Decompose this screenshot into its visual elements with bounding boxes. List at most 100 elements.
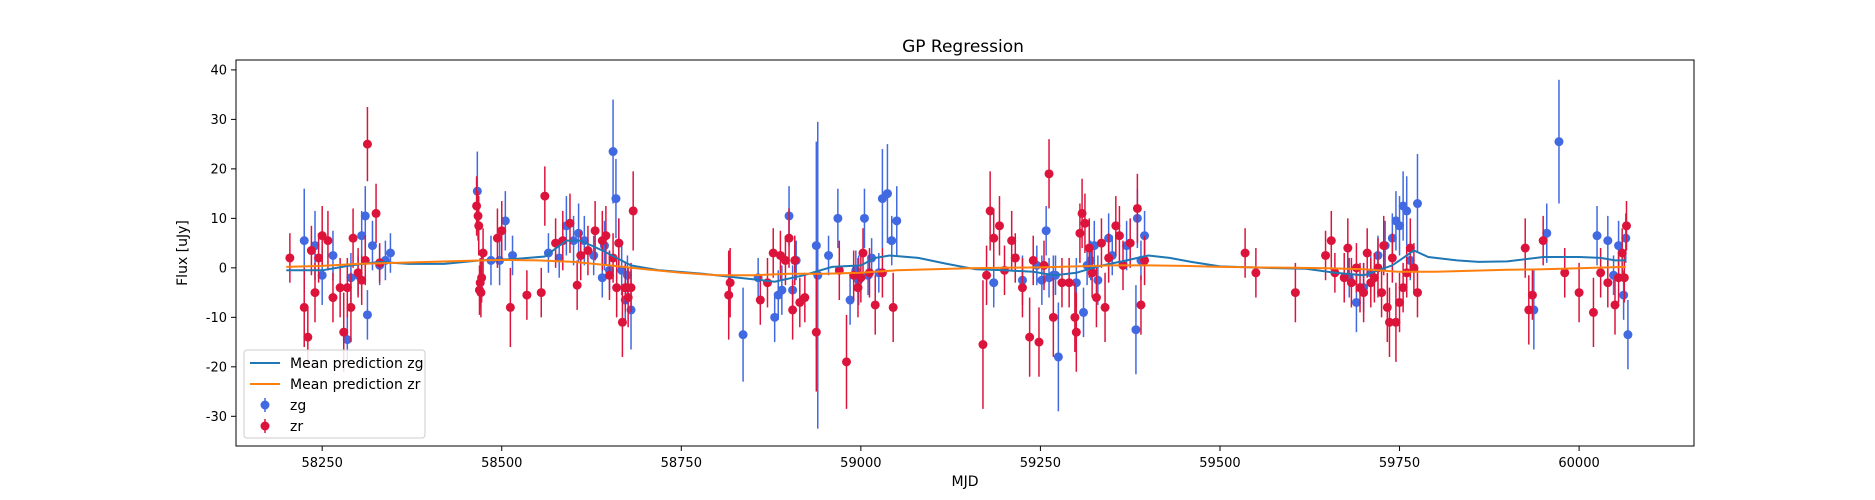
zr-data-point <box>994 221 1004 231</box>
zr-data-point <box>788 305 798 315</box>
zr-data-point <box>870 300 880 310</box>
zg-data-point <box>597 273 607 283</box>
zr-data-point <box>1136 300 1146 310</box>
x-tick-label: 59750 <box>1379 456 1420 471</box>
zg-data-point <box>1079 307 1089 317</box>
y-tick-label: -20 <box>206 360 227 375</box>
zr-data-point <box>1362 248 1372 258</box>
zr-data-point <box>1391 317 1401 327</box>
zr-data-point <box>1017 283 1027 293</box>
legend-entry-label: Mean prediction zr <box>290 377 421 393</box>
x-tick-label: 59250 <box>1020 456 1061 471</box>
zg-data-point <box>1412 199 1422 209</box>
zr-data-point <box>1034 337 1044 347</box>
zr-data-point <box>310 288 320 298</box>
x-tick-label: 60000 <box>1558 456 1599 471</box>
zr-data-point <box>985 206 995 216</box>
zr-data-point <box>790 255 800 265</box>
zr-data-point <box>1091 293 1101 303</box>
x-axis-label: MJD <box>952 474 979 490</box>
zr-data-point <box>590 226 600 236</box>
zr-data-point <box>1007 236 1017 246</box>
legend: Mean prediction zg Mean prediction zr zg zr <box>243 349 426 439</box>
zr-data-point <box>1538 236 1548 246</box>
zr-data-point <box>335 283 345 293</box>
zg-data-point <box>845 295 855 305</box>
zg-data-point <box>770 312 780 322</box>
zr-data-point <box>346 302 356 312</box>
zr-data-point <box>362 139 372 149</box>
zr-data-point <box>1384 317 1394 327</box>
zr-data-point <box>303 332 313 342</box>
zg-data-point <box>892 216 902 226</box>
zr-data-point <box>614 238 624 248</box>
zg-data-point <box>1351 297 1361 307</box>
zr-data-point <box>1057 278 1067 288</box>
zr-data-point <box>755 295 765 305</box>
zr-data-point <box>1114 231 1124 241</box>
zg-data-point <box>357 231 367 241</box>
zr-data-point <box>1382 302 1392 312</box>
zr-data-point <box>565 218 575 228</box>
zg-data-point <box>342 335 352 345</box>
y-tick-label: -30 <box>206 410 227 425</box>
zr-data-point <box>371 208 381 218</box>
legend-marker-handle <box>260 400 270 410</box>
zr-data-point <box>1075 228 1085 238</box>
zg-data-point <box>1093 275 1103 285</box>
zr-data-point <box>1240 248 1250 258</box>
zr-data-point <box>522 290 532 300</box>
zg-data-point <box>1395 221 1405 231</box>
zr-data-point <box>1025 332 1035 342</box>
zr-data-point <box>1412 288 1422 298</box>
zr-data-point <box>1379 241 1389 251</box>
zg-data-point <box>367 241 377 251</box>
legend-entry-label: zr <box>290 419 303 435</box>
zr-data-point <box>877 268 887 278</box>
zg-data-point <box>508 250 518 260</box>
zg-data-point <box>859 213 869 223</box>
zg-data-point <box>1554 137 1564 147</box>
zr-data-point <box>1610 300 1620 310</box>
zr-data-point <box>1346 278 1356 288</box>
zr-data-point <box>1132 203 1142 213</box>
zr-data-point <box>1395 297 1405 307</box>
zr-data-point <box>768 248 778 258</box>
zr-data-point <box>1596 268 1606 278</box>
zg-data-point <box>574 228 584 238</box>
zr-data-point <box>1140 255 1150 265</box>
zr-data-point <box>1377 288 1387 298</box>
plot-frame <box>235 59 1695 447</box>
y-axis-label: Flux [uJy] <box>175 220 191 286</box>
zr-data-point <box>342 283 352 293</box>
zg-data-point <box>882 189 892 199</box>
zr-data-point <box>576 250 586 260</box>
zg-data-point <box>500 216 510 226</box>
y-axis-ticks: -30 -20 -10 0 10 20 30 40 <box>206 63 236 425</box>
x-tick-label: 59000 <box>840 456 881 471</box>
zr-data-point <box>780 255 790 265</box>
zg-data-point <box>1131 325 1141 335</box>
zr-data-point <box>725 278 735 288</box>
zr-data-point <box>1339 273 1349 283</box>
zr-data-point <box>1321 250 1331 260</box>
zg-data-point <box>777 285 787 295</box>
zr-data-point <box>1251 268 1261 278</box>
y-tick-label: 40 <box>210 63 227 78</box>
plot-area <box>285 79 1633 429</box>
zg-data-point <box>1614 241 1624 251</box>
zr-data-point <box>323 236 333 246</box>
zg-data-point <box>824 250 834 260</box>
zr-data-point <box>1100 302 1110 312</box>
zr-data-point <box>1044 169 1054 179</box>
zr-data-point <box>858 248 868 258</box>
zr-data-point <box>1588 307 1598 317</box>
zr-data-point <box>299 302 309 312</box>
zr-data-point <box>1096 238 1106 248</box>
zr-data-point <box>604 270 614 280</box>
zr-data-point <box>1290 288 1300 298</box>
zr-data-point <box>1343 243 1353 253</box>
zr-data-point <box>572 280 582 290</box>
zr-data-point <box>583 246 593 256</box>
